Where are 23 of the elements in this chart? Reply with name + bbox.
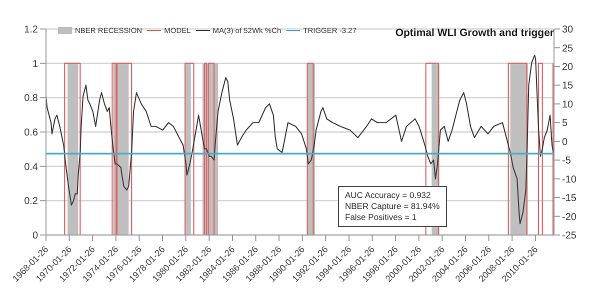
y2-tick-label: -15 — [562, 193, 577, 204]
y2-tick-label: 15 — [562, 80, 574, 92]
y-tick-label: 0.4 — [24, 162, 38, 173]
y2-tick-label: -5 — [562, 156, 572, 167]
y2-tick-label: 25 — [562, 43, 574, 54]
y2-tick-label: -25 — [562, 230, 577, 242]
y-tick-label: 1 — [32, 58, 38, 70]
y-tick-label: 0 — [32, 230, 38, 242]
annotation: False Positives = 1 — [345, 212, 418, 223]
chart-title: Optimal WLI Growth and trigger — [395, 27, 554, 39]
y2-tick-label: 20 — [562, 62, 574, 74]
y-tick-label: 0.6 — [24, 128, 38, 139]
y-tick-label: 0.8 — [24, 93, 38, 104]
annotation: AUC Accuracy = 0.932 — [345, 190, 432, 201]
y-tick-label: 0.2 — [24, 196, 38, 208]
y2-tick-label: -10 — [562, 174, 577, 186]
y-tick-label: 1.2 — [24, 24, 38, 36]
y2-tick-label: 0 — [562, 136, 568, 148]
y2-tick-label: -20 — [562, 212, 577, 223]
y2-tick-label: 5 — [562, 118, 568, 130]
y2-tick-label: 30 — [562, 24, 574, 36]
annotation: NBER Capture = 81.94% — [345, 201, 440, 212]
y2-tick-label: 10 — [562, 99, 574, 110]
